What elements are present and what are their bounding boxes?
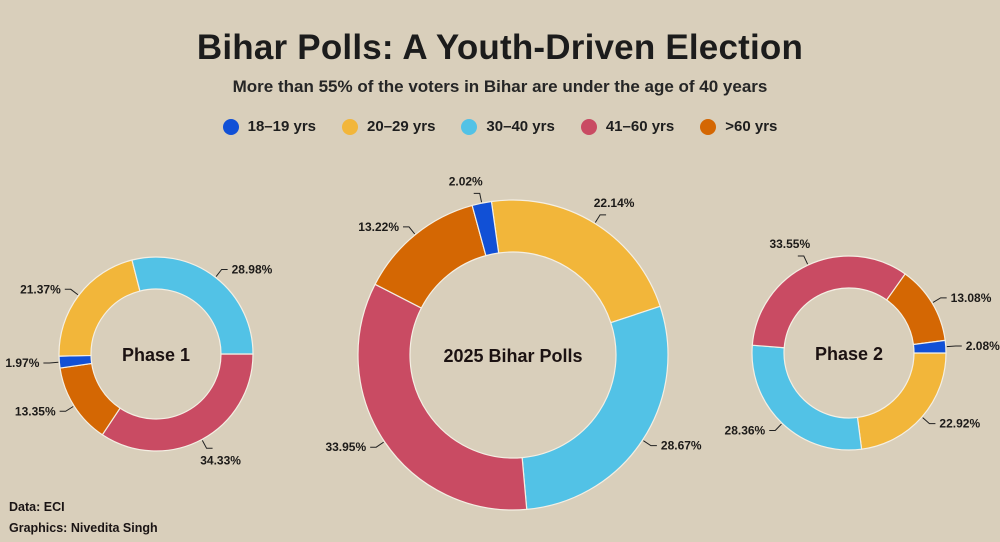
slice-30-40 — [521, 305, 669, 511]
data-label-30-40: 28.67% — [661, 439, 702, 453]
slice-18-19 — [471, 200, 500, 257]
leader-line-18-19 — [946, 345, 962, 348]
leader-line-41-60 — [370, 441, 384, 448]
legend-label: 41–60 yrs — [605, 118, 675, 135]
chart-title: Bihar Polls: A Youth-Driven Election — [196, 28, 804, 67]
chart-subtitle: More than 55% of the voters in Bihar are… — [232, 77, 768, 96]
data-label-20-29: 21.37% — [20, 282, 61, 296]
data-label-41-60: 33.55% — [769, 237, 810, 251]
data-label-18-19: 2.08% — [966, 339, 1000, 353]
legend-swatch-over-60 — [700, 118, 717, 135]
legend-item-over-60: >60 yrs — [700, 118, 777, 135]
slice-20-29 — [856, 352, 947, 450]
donut-center-title: Phase 2 — [815, 344, 883, 364]
leader-line-18-19 — [43, 361, 59, 364]
slice-20-29 — [58, 259, 141, 357]
legend-item-30-40: 30–40 yrs — [461, 118, 555, 135]
legend-item-41-60: 41–60 yrs — [580, 118, 675, 135]
credits: Data: ECI Graphics: Nivedita Singh — [9, 497, 158, 539]
legend-label: 30–40 yrs — [486, 118, 555, 135]
legend-label: >60 yrs — [725, 118, 778, 135]
data-source: Data: ECI — [9, 500, 65, 514]
leader-line-18-19 — [473, 192, 483, 203]
donut-phase-1: 34.33% 13.35% 1.97% 21.37% 28.98% Phase 1 — [5, 256, 273, 467]
slice-20-29 — [490, 199, 661, 324]
legend-item-18-19: 18–19 yrs — [222, 118, 317, 135]
leader-line-over-60 — [59, 406, 74, 412]
leader-line-over-60 — [932, 297, 947, 303]
leader-line-20-29 — [922, 417, 936, 425]
slice-41-60 — [357, 283, 528, 511]
data-label-18-19: 1.97% — [5, 356, 39, 370]
legend-swatch-30-40 — [461, 118, 478, 135]
slice-18-19 — [912, 339, 947, 354]
slice-41-60 — [751, 255, 907, 349]
legend: 18–19 yrs 20–29 yrs 30–40 yrs 41–60 yrs … — [0, 118, 1000, 135]
data-label-30-40: 28.98% — [232, 262, 273, 276]
graphics-credit: Graphics: Nivedita Singh — [9, 521, 158, 535]
slice-30-40 — [131, 256, 254, 355]
leader-line-41-60 — [201, 440, 213, 449]
leader-line-20-29 — [594, 214, 607, 223]
data-label-over-60: 13.22% — [358, 220, 399, 234]
leader-line-30-40 — [643, 440, 657, 447]
donut-2025-bihar-polls: 22.14% 28.67% 33.95% 13.22% 2.02% 2025 Bihar … — [325, 174, 702, 511]
data-label-30-40: 28.36% — [725, 424, 766, 438]
legend-swatch-18-19 — [222, 118, 239, 135]
leader-line-20-29 — [64, 288, 79, 296]
data-label-18-19: 2.02% — [449, 174, 483, 188]
donut-phase-2: 22.92% 28.36% 33.55% 13.08% 2.08% Phase 2 — [725, 237, 1000, 451]
data-label-over-60: 13.35% — [15, 404, 56, 418]
leader-line-30-40 — [769, 423, 782, 432]
data-label-41-60: 34.33% — [200, 453, 241, 467]
leader-line-over-60 — [403, 226, 416, 235]
leader-line-30-40 — [215, 268, 228, 277]
legend-swatch-41-60 — [580, 118, 597, 135]
legend-label: 18–19 yrs — [247, 118, 317, 135]
leader-line-41-60 — [797, 255, 809, 265]
legend-swatch-20-29 — [342, 118, 359, 135]
data-label-41-60: 33.95% — [325, 440, 366, 454]
donut-center-title: 2025 Bihar Polls — [443, 346, 582, 366]
data-label-over-60: 13.08% — [951, 291, 992, 305]
slice-41-60 — [101, 353, 254, 452]
legend-item-20-29: 20–29 yrs — [342, 118, 435, 135]
data-label-20-29: 22.92% — [939, 417, 980, 431]
data-label-20-29: 22.14% — [594, 196, 635, 210]
donut-center-title: Phase 1 — [122, 345, 190, 365]
legend-label: 20–29 yrs — [367, 118, 436, 135]
